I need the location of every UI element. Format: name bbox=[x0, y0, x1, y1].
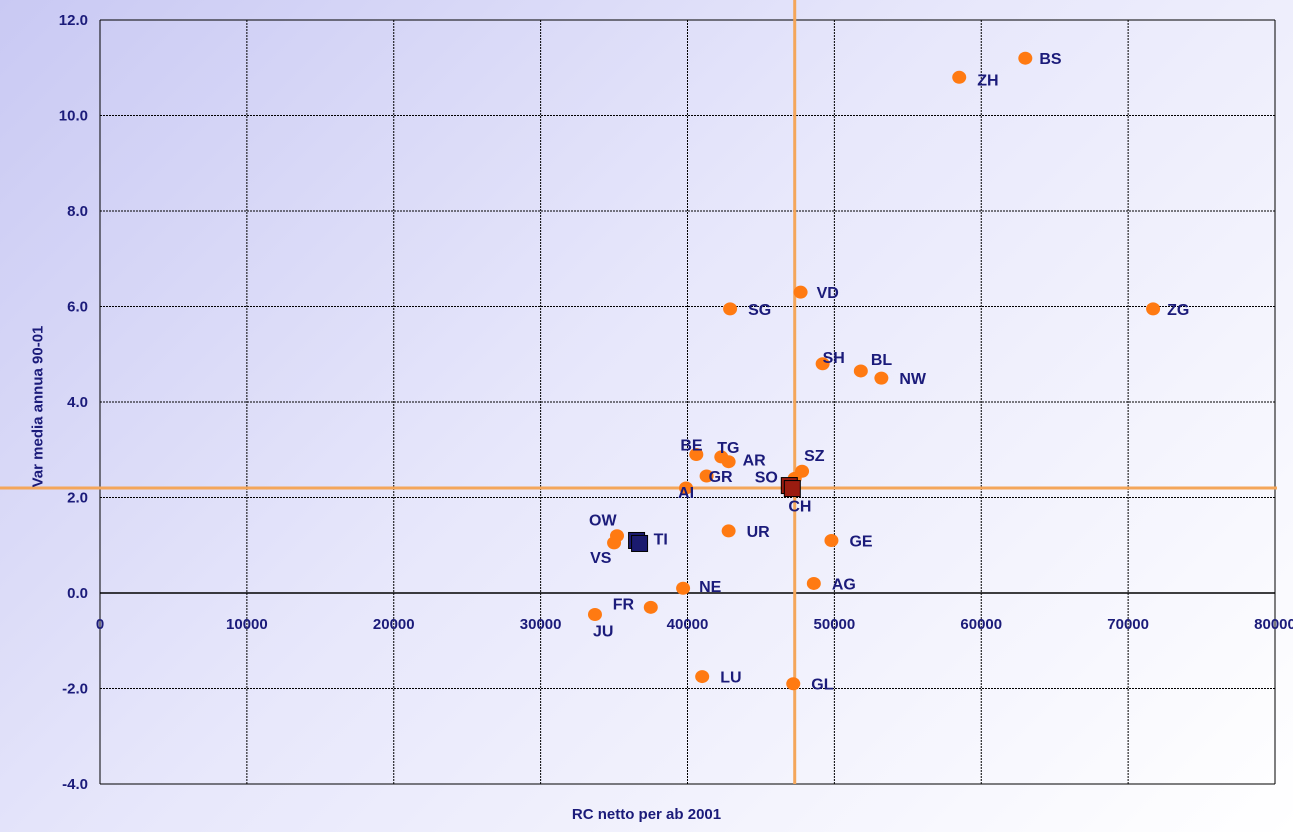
data-point-ar bbox=[721, 455, 736, 469]
point-label-bl: BL bbox=[871, 352, 893, 369]
y-tick-label: -4.0 bbox=[62, 776, 88, 793]
point-label-fr: FR bbox=[613, 596, 635, 613]
y-tick-label: 10.0 bbox=[59, 108, 88, 125]
point-label-ti: TI bbox=[654, 531, 668, 548]
point-label-gr: GR bbox=[709, 469, 733, 486]
point-label-vs: VS bbox=[590, 550, 612, 567]
data-point-ju bbox=[587, 607, 602, 621]
y-tick-label: 12.0 bbox=[59, 12, 88, 29]
data-point-ch-square-shadow bbox=[783, 480, 801, 498]
data-point-ur bbox=[721, 524, 736, 538]
data-point-vd bbox=[793, 285, 808, 299]
y-axis-title: Var media annua 90-01 bbox=[29, 325, 47, 488]
data-point-gr bbox=[699, 469, 714, 483]
y-tick-label: 8.0 bbox=[67, 203, 88, 220]
point-label-zg: ZG bbox=[1167, 302, 1189, 319]
x-tick-label: 0 bbox=[96, 616, 104, 633]
point-label-ar: AR bbox=[743, 453, 767, 470]
data-point-be bbox=[689, 448, 704, 462]
point-label-lu: LU bbox=[720, 670, 741, 687]
point-label-so: SO bbox=[755, 469, 778, 486]
y-tick-label: 0.0 bbox=[67, 585, 88, 602]
data-points bbox=[587, 51, 1161, 691]
point-label-ju: JU bbox=[593, 623, 613, 640]
y-tick-label: 6.0 bbox=[67, 299, 88, 316]
point-label-bs: BS bbox=[1039, 51, 1062, 68]
x-tick-label: 50000 bbox=[814, 616, 856, 633]
data-point-fr bbox=[643, 600, 658, 614]
grid-lines bbox=[99, 19, 1276, 785]
point-label-vd: VD bbox=[817, 285, 839, 302]
data-point-bl bbox=[853, 364, 868, 378]
data-point-zh bbox=[952, 70, 967, 84]
point-label-ne: NE bbox=[699, 579, 722, 596]
point-label-nw: NW bbox=[899, 371, 927, 388]
data-point-ge bbox=[824, 533, 839, 547]
data-point-ne bbox=[676, 581, 691, 595]
point-label-sg: SG bbox=[748, 302, 771, 319]
y-tick-label: 2.0 bbox=[67, 490, 88, 507]
x-axis-ticks: 0 10000 20000 30000 40000 50000 60000 70000 8000… bbox=[96, 616, 1293, 633]
point-label-sh: SH bbox=[823, 350, 845, 367]
x-tick-label: 60000 bbox=[960, 616, 1002, 633]
point-label-ai: AI bbox=[678, 485, 694, 502]
data-point-sh bbox=[815, 357, 830, 371]
point-label-ur: UR bbox=[747, 524, 771, 541]
data-point-bs bbox=[1018, 51, 1033, 65]
x-tick-label: 10000 bbox=[226, 616, 268, 633]
data-point-lu bbox=[695, 670, 710, 684]
data-point-zg bbox=[1146, 302, 1161, 316]
data-point-ag bbox=[806, 576, 821, 590]
data-point-nw bbox=[874, 371, 889, 385]
data-point-vs bbox=[607, 536, 622, 550]
x-tick-label: 40000 bbox=[667, 616, 709, 633]
x-axis-title: RC netto per ab 2001 bbox=[571, 806, 722, 823]
data-point-gl bbox=[786, 677, 801, 691]
point-label-ge: GE bbox=[849, 533, 872, 550]
point-label-gl: GL bbox=[811, 677, 833, 694]
data-point-sg bbox=[723, 302, 738, 316]
x-tick-label: 80000 bbox=[1254, 616, 1293, 633]
data-point-ti-square-shadow bbox=[631, 534, 649, 552]
y-tick-label: 4.0 bbox=[67, 394, 88, 411]
data-point-ai bbox=[679, 481, 694, 495]
reference-lines bbox=[0, 0, 1277, 784]
point-label-tg: TG bbox=[717, 440, 739, 457]
y-axis-ticks: 12.0 10.0 8.0 6.0 4.0 2.0 0.0 -2.0 -4.0 bbox=[59, 12, 88, 793]
x-tick-label: 20000 bbox=[373, 616, 415, 633]
point-label-ch: CH bbox=[788, 499, 811, 516]
y-tick-label: -2.0 bbox=[62, 681, 88, 698]
x-tick-label: 30000 bbox=[520, 616, 562, 633]
x-tick-label: 70000 bbox=[1107, 616, 1149, 633]
point-label-ag: AG bbox=[832, 576, 856, 593]
point-label-zh: ZH bbox=[977, 72, 998, 89]
point-label-be: BE bbox=[680, 438, 703, 455]
point-label-sz: SZ bbox=[804, 448, 825, 465]
point-label-ow: OW bbox=[589, 513, 617, 530]
